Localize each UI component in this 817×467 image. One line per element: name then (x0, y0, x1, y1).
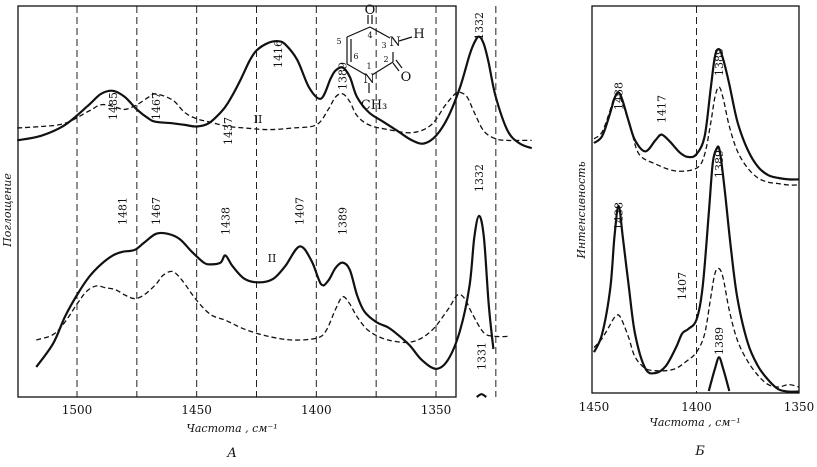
spectrum-b-tiny-solid-line (707, 356, 731, 392)
panel-a: 1485 1437 1416 1389 1332 1467 1481 1438 1407 1389… (1, 3, 533, 461)
atom-ch3: CH₃ (361, 98, 388, 113)
panel-b-peak-labels: 1438 1417 1389 1438 1407 1389 1389 (613, 48, 726, 355)
ring-number-4: 4 (367, 31, 372, 40)
atom-o-right: O (401, 70, 412, 85)
ring-number-1: 1 (366, 62, 371, 71)
atom-h: H (413, 27, 424, 42)
spectrum-b-bottom-solid-line (592, 145, 800, 393)
molecule-structure: O N H O N CH₃ 1 2 3 4 5 6 (336, 3, 424, 113)
peak-label-1438: 1438 (613, 202, 626, 230)
panel-b-label: Б (694, 444, 705, 459)
spectrum-b-top-dashed-line (593, 86, 800, 186)
peak-label-1417: 1417 (656, 95, 669, 123)
panel-a-curves (16, 35, 533, 398)
panel-b-frame (591, 5, 800, 394)
ring-number-5: 5 (336, 37, 341, 46)
panel-a-label: А (226, 446, 237, 461)
peak-label-1467: 1467 (150, 197, 163, 225)
spectrum-b-top-solid-line (593, 48, 800, 181)
spectrum-a-top-dashed-line (17, 91, 532, 142)
atom-o-top: O (365, 3, 376, 18)
panel-b-x-axis-label: Частота , см⁻¹ (649, 416, 740, 429)
panel-a-gridlines (76, 6, 497, 397)
ring-number-2: 2 (383, 55, 388, 64)
peak-label-1331: 1331 (476, 342, 489, 370)
band-label-ii-bottom: II (268, 252, 277, 265)
spectrum-a-top-solid-line (16, 35, 533, 150)
ring-number-3: 3 (381, 41, 386, 50)
panel-a-peak-labels: 1485 1437 1416 1389 1332 1467 1481 1438 1407 1389… (107, 12, 489, 370)
peak-label-1389: 1389 (337, 207, 350, 235)
peak-label-1389: 1389 (713, 48, 726, 76)
panel-b: 1438 1417 1389 1438 1407 1389 1389 1450 1400 135… (575, 5, 815, 459)
panel-a-x-ticks: 1500 1450 1400 1350 (62, 403, 452, 417)
peak-label-1467: 1467 (150, 92, 163, 120)
peak-label-1437: 1437 (222, 117, 235, 145)
atom-n3: N (389, 35, 400, 50)
panel-a-x-axis-label: Частота , см⁻¹ (186, 422, 277, 435)
peak-label-1416: 1416 (272, 40, 285, 68)
peak-label-1389: 1389 (713, 327, 726, 355)
spectrum-a-tiny-solid-line (476, 393, 487, 398)
peak-label-1481: 1481 (117, 197, 130, 225)
spectrum-a-bottom-dashed-line (36, 270, 508, 344)
x-tick-label: 1350 (784, 400, 815, 414)
panel-b-y-axis-label: Интенсивность (575, 161, 588, 259)
panel-b-curves (592, 48, 800, 393)
peak-label-1485: 1485 (107, 92, 120, 120)
peak-label-1407: 1407 (294, 197, 307, 225)
panel-a-frame (17, 5, 457, 398)
spectrum-b-bottom-dashed-line (593, 267, 800, 388)
x-tick-label: 1450 (579, 400, 610, 414)
x-tick-label: 1450 (181, 403, 212, 417)
x-tick-label: 1500 (62, 403, 93, 417)
ring-number-6: 6 (353, 52, 358, 61)
x-tick-label: 1400 (301, 403, 332, 417)
x-tick-label: 1350 (421, 403, 452, 417)
peak-label-1438: 1438 (219, 207, 232, 235)
peak-label-1407: 1407 (676, 272, 689, 300)
atom-n1: N (363, 72, 374, 87)
peak-label-1332: 1332 (473, 164, 486, 192)
peak-label-1389: 1389 (713, 150, 726, 178)
panel-b-x-ticks: 1450 1400 1350 (579, 400, 815, 414)
panel-a-y-axis-label: Поглощение (1, 173, 14, 248)
x-tick-label: 1400 (681, 400, 712, 414)
peak-label-1438: 1438 (613, 82, 626, 110)
peak-label-1389: 1389 (337, 62, 350, 90)
peak-label-1332: 1332 (473, 12, 486, 40)
band-label-ii-top: II (254, 113, 263, 126)
spectrum-a-bottom-solid-line (35, 214, 495, 370)
